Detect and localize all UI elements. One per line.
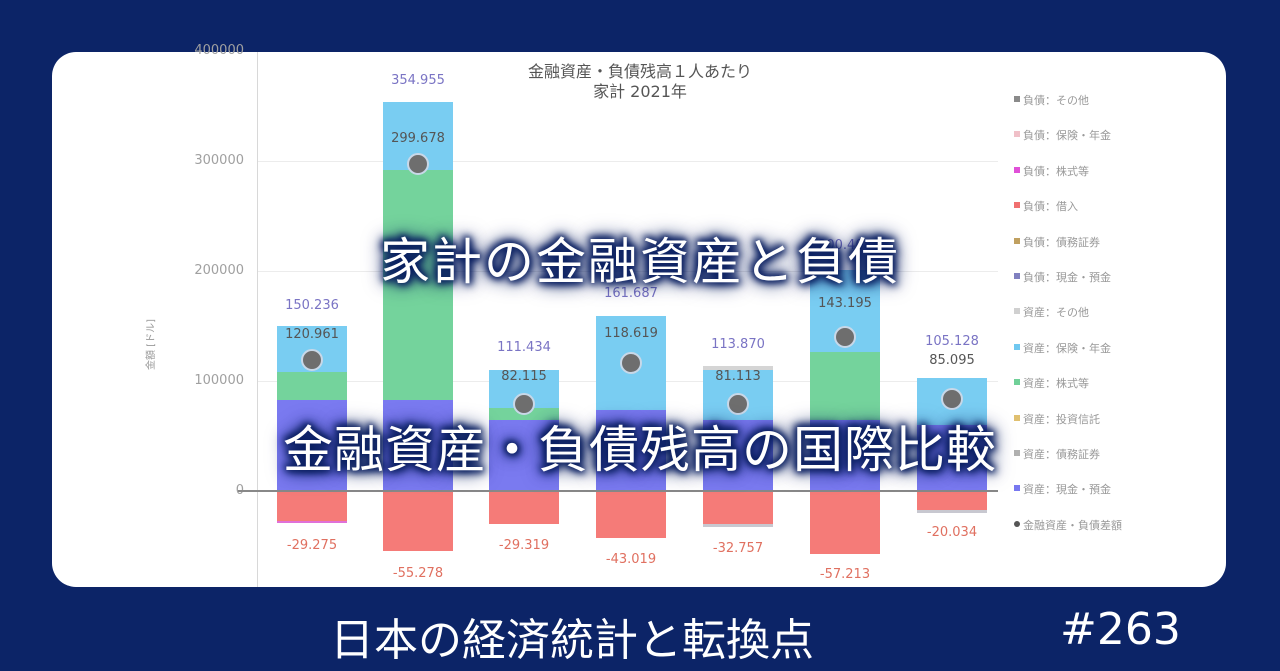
legend-item: 資産：保険・年金 xyxy=(1014,340,1122,375)
label-total-assets: 105.128 xyxy=(925,334,979,349)
y-tick-0: 0 xyxy=(164,483,244,498)
bar-liabilities-loans xyxy=(703,492,773,526)
bar-assets-cash xyxy=(703,420,773,491)
legend-item: 資産：投資信託 xyxy=(1014,411,1122,446)
net-marker xyxy=(620,352,642,374)
legend-item: 負債：株式等 xyxy=(1014,163,1122,198)
chart-legend: 負債：その他 負債：保険・年金 負債：株式等 負債：借入 負債：債務証券 負債：… xyxy=(1014,92,1122,552)
legend-item: 負債：その他 xyxy=(1014,92,1122,127)
legend-swatch-icon xyxy=(1014,131,1020,138)
y-tick-300000: 300000 xyxy=(194,153,244,168)
bar-assets-stocks xyxy=(383,170,453,400)
net-marker xyxy=(727,393,749,415)
legend-item: 負債：保険・年金 xyxy=(1014,127,1122,162)
net-marker xyxy=(513,393,535,415)
bar-assets-cash xyxy=(917,425,987,491)
legend-swatch-icon xyxy=(1014,414,1020,421)
series-title: 日本の経済統計と転換点 xyxy=(330,615,814,666)
net-marker xyxy=(834,326,856,348)
y-axis xyxy=(257,52,258,587)
label-total-assets: 113.870 xyxy=(711,337,765,352)
chart-title-line1: 金融資産・負債残高１人あたり xyxy=(527,62,752,81)
legend-item: 資産：その他 xyxy=(1014,304,1122,339)
legend-swatch-icon xyxy=(1014,449,1020,456)
legend-item: 負債：債務証券 xyxy=(1014,234,1122,269)
label-net: 85.095 xyxy=(929,353,975,368)
bar-liabilities-loans xyxy=(596,492,666,538)
bar-liabilities-loans xyxy=(489,492,559,524)
y-tick-400000: 400000 xyxy=(194,43,244,58)
legend-swatch-icon xyxy=(1014,96,1020,102)
legend-item: 資産：債務証券 xyxy=(1014,446,1122,481)
episode-number: #263 xyxy=(1060,604,1181,655)
bar-assets-stocks xyxy=(810,352,880,420)
y-tick-100000: 100000 xyxy=(194,373,244,388)
legend-swatch-icon xyxy=(1014,237,1020,244)
legend-swatch-icon xyxy=(1014,343,1020,350)
subheadline-overlay: 金融資産・負債残高の国際比較 xyxy=(283,421,997,479)
bar-assets-cash xyxy=(383,400,453,491)
bar-liabilities-other xyxy=(917,510,987,513)
bar-liabilities-loans xyxy=(277,492,347,523)
label-liabilities: -29.319 xyxy=(498,538,550,553)
bar-liabilities-loans xyxy=(383,492,453,551)
legend-item: 金融資産・負債差額 xyxy=(1014,517,1122,552)
legend-swatch-icon xyxy=(1014,202,1020,209)
label-net: 299.678 xyxy=(391,131,445,146)
legend-item: 資産：株式等 xyxy=(1014,375,1122,410)
bar-assets-cash xyxy=(810,420,880,491)
bar-liabilities-loans xyxy=(917,492,987,511)
label-liabilities: -29.275 xyxy=(286,538,338,553)
legend-item: 資産：現金・預金 xyxy=(1014,481,1122,516)
label-liabilities: -55.278 xyxy=(392,566,444,581)
label-total-assets: 200.408 xyxy=(818,238,872,253)
label-liabilities: -43.019 xyxy=(605,552,657,567)
gridline xyxy=(258,161,998,162)
gridline xyxy=(258,271,998,272)
label-liabilities: -20.034 xyxy=(926,525,978,540)
y-axis-label: 金額 [ドル] xyxy=(146,319,157,370)
label-total-assets: 354.955 xyxy=(391,73,445,88)
label-total-assets: 111.434 xyxy=(497,340,551,355)
legend-swatch-icon xyxy=(1014,485,1020,492)
legend-swatch-icon xyxy=(1014,272,1020,279)
headline-overlay: 家計の金融資産と負債 xyxy=(380,233,900,291)
label-net: 81.113 xyxy=(715,369,761,384)
chart-title-line2: 家計 2021年 xyxy=(593,82,687,101)
bar-liabilities-stocks xyxy=(277,521,347,523)
label-net: 143.195 xyxy=(818,296,872,311)
label-net: 118.619 xyxy=(604,326,658,341)
legend-dot-icon xyxy=(1014,520,1020,527)
y-tick-200000: 200000 xyxy=(194,263,244,278)
bar-liabilities-loans xyxy=(810,492,880,554)
bar-assets-stocks xyxy=(277,372,347,400)
label-liabilities: -57.213 xyxy=(819,567,871,582)
bar-assets-cash xyxy=(277,400,347,491)
legend-swatch-icon xyxy=(1014,308,1020,315)
bar-liabilities-other xyxy=(703,524,773,527)
label-total-assets: 161.687 xyxy=(604,286,658,301)
net-marker xyxy=(941,388,963,410)
legend-item: 負債：借入 xyxy=(1014,198,1122,233)
label-liabilities: -32.757 xyxy=(712,541,764,556)
zero-baseline xyxy=(238,490,998,492)
bar-assets-other xyxy=(703,366,773,370)
bar-assets-cash xyxy=(596,410,666,491)
label-net: 120.961 xyxy=(285,327,339,342)
bar-assets-cash xyxy=(489,420,559,491)
net-marker xyxy=(301,349,323,371)
legend-item: 負債：現金・預金 xyxy=(1014,269,1122,304)
legend-swatch-icon xyxy=(1014,166,1020,173)
label-net: 82.115 xyxy=(501,369,547,384)
label-total-assets: 150.236 xyxy=(285,298,339,313)
net-marker xyxy=(407,153,429,175)
legend-swatch-icon xyxy=(1014,379,1020,386)
chart-title: 金融資産・負債残高１人あたり 家計 2021年 xyxy=(0,62,1280,102)
